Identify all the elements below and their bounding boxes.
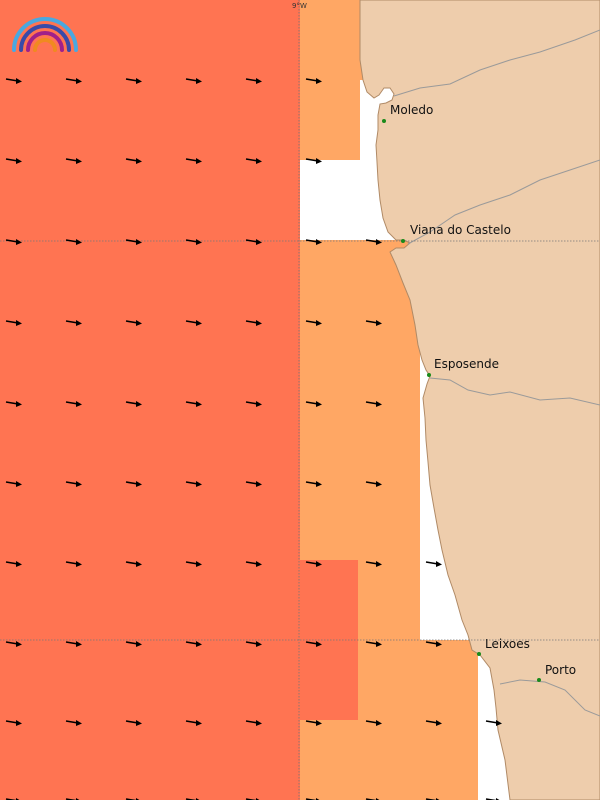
wind-arrow <box>305 641 322 647</box>
wind-arrow <box>365 481 382 487</box>
river-layer <box>393 29 600 717</box>
sea-cell-high <box>0 0 300 800</box>
wind-arrow <box>65 239 82 245</box>
wind-arrow <box>365 561 382 567</box>
sea-cell-nodata <box>300 160 380 240</box>
wind-arrow <box>245 481 262 487</box>
city-dot-viana[interactable] <box>401 239 405 243</box>
city-label-leixoes: Leixoes <box>485 637 530 651</box>
wind-arrow <box>5 239 22 245</box>
wind-arrow <box>65 561 82 567</box>
wind-arrow <box>365 720 382 726</box>
wind-arrow <box>305 401 322 407</box>
wind-arrow <box>185 78 202 84</box>
sea-cell-mid <box>358 560 420 640</box>
wind-arrow <box>65 78 82 84</box>
wind-arrow <box>245 78 262 84</box>
city-dot-moledo[interactable] <box>382 119 386 123</box>
city-layer: Moledo Viana do Castelo Esposende Leixoe… <box>382 103 576 682</box>
wind-arrow <box>5 641 22 647</box>
river-line <box>393 29 600 97</box>
wind-arrow-layer <box>5 78 502 800</box>
river-line <box>499 679 600 717</box>
wind-arrow <box>185 158 202 164</box>
land-mass <box>359 0 600 800</box>
wind-arrow <box>425 561 442 567</box>
wind-arrow <box>425 720 442 726</box>
wind-arrow <box>245 158 262 164</box>
wind-arrow <box>125 239 142 245</box>
wind-arrow <box>65 481 82 487</box>
wind-arrow <box>125 481 142 487</box>
wind-arrow <box>305 561 322 567</box>
rainbow-logo-icon <box>12 17 78 52</box>
city-dot-porto[interactable] <box>537 678 541 682</box>
river-line <box>407 159 600 245</box>
wind-arrow <box>365 239 382 245</box>
wind-arrow <box>245 720 262 726</box>
wind-arrow <box>5 481 22 487</box>
wind-arrow <box>125 561 142 567</box>
wind-arrow <box>5 78 22 84</box>
wind-arrow <box>365 320 382 326</box>
wind-arrow <box>5 320 22 326</box>
wind-arrow <box>5 720 22 726</box>
wind-arrow <box>185 481 202 487</box>
wind-arrow <box>125 720 142 726</box>
wind-arrow <box>125 320 142 326</box>
wind-arrow <box>305 239 322 245</box>
wind-arrow <box>5 561 22 567</box>
city-label-viana: Viana do Castelo <box>410 223 511 237</box>
wind-arrow <box>185 641 202 647</box>
city-label-esposende: Esposende <box>434 357 499 371</box>
wind-arrow <box>125 158 142 164</box>
sea-cell-mid <box>300 720 478 800</box>
wind-arrow <box>425 641 442 647</box>
wind-arrow <box>305 481 322 487</box>
city-label-moledo: Moledo <box>390 103 433 117</box>
wind-arrow <box>5 158 22 164</box>
wind-arrow <box>365 641 382 647</box>
wind-arrow <box>245 401 262 407</box>
wind-arrow <box>125 641 142 647</box>
wind-arrow <box>65 641 82 647</box>
wind-arrow <box>305 720 322 726</box>
wind-arrow <box>245 239 262 245</box>
wind-arrow <box>125 401 142 407</box>
wind-arrow <box>65 320 82 326</box>
wind-arrow <box>125 78 142 84</box>
city-label-porto: Porto <box>545 663 576 677</box>
wind-arrow <box>245 561 262 567</box>
wind-arrow <box>65 158 82 164</box>
wind-arrow <box>485 720 502 726</box>
wind-arrow <box>65 401 82 407</box>
wind-arrow <box>185 401 202 407</box>
river-line <box>429 377 600 406</box>
wind-arrow <box>5 401 22 407</box>
wind-arrow <box>245 641 262 647</box>
sea-fill-layer <box>0 0 478 800</box>
wind-arrow <box>185 320 202 326</box>
wind-arrow <box>305 320 322 326</box>
wind-arrow <box>185 239 202 245</box>
wind-arrow <box>305 158 322 164</box>
sea-cell-mid <box>358 640 478 720</box>
city-dot-esposende[interactable] <box>427 373 431 377</box>
wind-arrow <box>305 78 322 84</box>
wind-arrow <box>365 401 382 407</box>
wind-arrow <box>185 720 202 726</box>
city-dot-leixoes[interactable] <box>477 652 481 656</box>
longitude-tick-label: 9°W <box>292 2 307 10</box>
wind-arrow <box>185 561 202 567</box>
wind-arrow <box>65 720 82 726</box>
wind-arrow <box>245 320 262 326</box>
